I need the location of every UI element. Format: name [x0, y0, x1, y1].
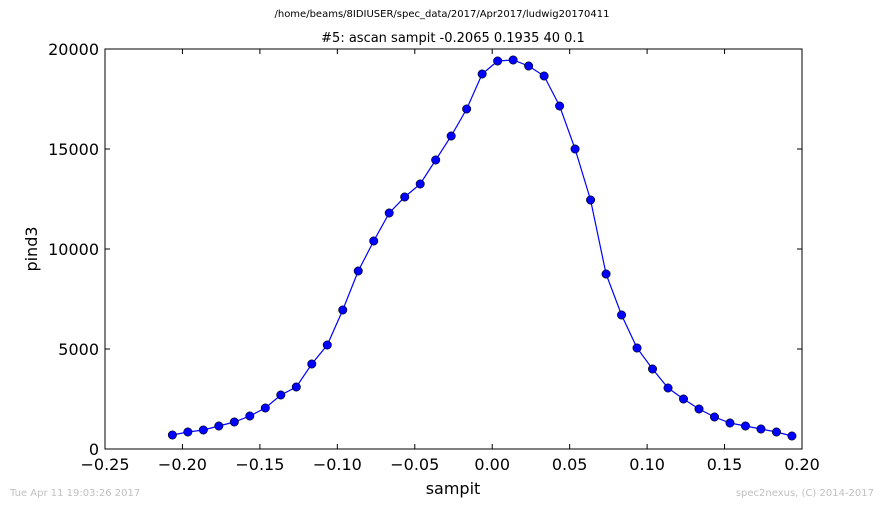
data-point	[740, 421, 750, 431]
data-point	[415, 179, 425, 189]
timestamp-footer: Tue Apr 11 19:03:26 2017	[10, 488, 141, 499]
y-tick-label: 20000	[48, 40, 99, 59]
data-point	[601, 269, 611, 279]
x-tick-label: 0.10	[629, 455, 665, 474]
data-point	[539, 71, 549, 81]
data-point	[431, 155, 441, 165]
chart-title: #5: ascan sampit -0.2065 0.1935 40 0.1	[321, 31, 585, 46]
y-tick-label: 15000	[48, 140, 99, 159]
credit-footer: spec2nexus, (C) 2014-2017	[735, 488, 874, 499]
data-point	[245, 411, 255, 421]
data-point	[524, 61, 534, 71]
y-tick-label: 5000	[58, 340, 99, 359]
data-point	[260, 403, 270, 413]
data-point	[307, 359, 317, 369]
x-tick-label: 0.20	[784, 455, 820, 474]
x-axis-label: sampit	[426, 479, 481, 498]
series-line	[172, 59, 793, 437]
x-tick-label: 0.15	[707, 455, 743, 474]
data-point	[756, 424, 766, 434]
data-point	[322, 340, 332, 350]
plot-frame	[104, 48, 803, 450]
data-point	[462, 104, 472, 114]
data-point	[632, 343, 642, 353]
x-tick-label: −0.10	[313, 455, 362, 474]
x-tick-label: −0.05	[390, 455, 439, 474]
x-tick-label: 0.05	[552, 455, 588, 474]
data-point	[663, 383, 673, 393]
x-tick-label: 0.00	[474, 455, 510, 474]
data-point	[570, 144, 580, 154]
data-points	[167, 55, 797, 441]
data-point	[167, 430, 177, 440]
data-point	[369, 236, 379, 246]
data-point	[198, 425, 208, 435]
tick-labels: −0.25 −0.20 −0.15 −0.10 −0.05 0.00 0.05 0.10 0.1…	[48, 40, 820, 474]
data-point	[508, 55, 518, 65]
data-point	[353, 266, 363, 276]
data-point	[338, 305, 348, 315]
data-point	[446, 131, 456, 141]
data-point	[617, 310, 627, 320]
data-point	[555, 101, 565, 111]
data-point	[493, 56, 503, 66]
data-point	[183, 427, 193, 437]
data-point	[586, 195, 596, 205]
file-path-title: /home/beams/8IDIUSER/spec_data/2017/Apr2…	[274, 9, 610, 20]
y-tick-label: 0	[89, 440, 99, 459]
data-point	[771, 427, 781, 437]
data-point	[400, 192, 410, 202]
x-tick-label: −0.20	[158, 455, 207, 474]
data-point	[214, 421, 224, 431]
data-point	[384, 208, 394, 218]
axis-ticks	[104, 48, 803, 450]
data-point	[229, 417, 239, 427]
y-axis-label: pind3	[22, 226, 41, 271]
data-point	[276, 390, 286, 400]
data-point	[291, 382, 301, 392]
data-point	[694, 404, 704, 414]
y-tick-label: 10000	[48, 240, 99, 259]
data-point	[709, 412, 719, 422]
x-tick-label: −0.15	[235, 455, 284, 474]
x-tick-label: −0.25	[80, 455, 129, 474]
data-point	[787, 431, 797, 441]
data-point	[477, 69, 487, 79]
data-point	[648, 364, 658, 374]
data-point	[679, 394, 689, 404]
data-point	[725, 418, 735, 428]
